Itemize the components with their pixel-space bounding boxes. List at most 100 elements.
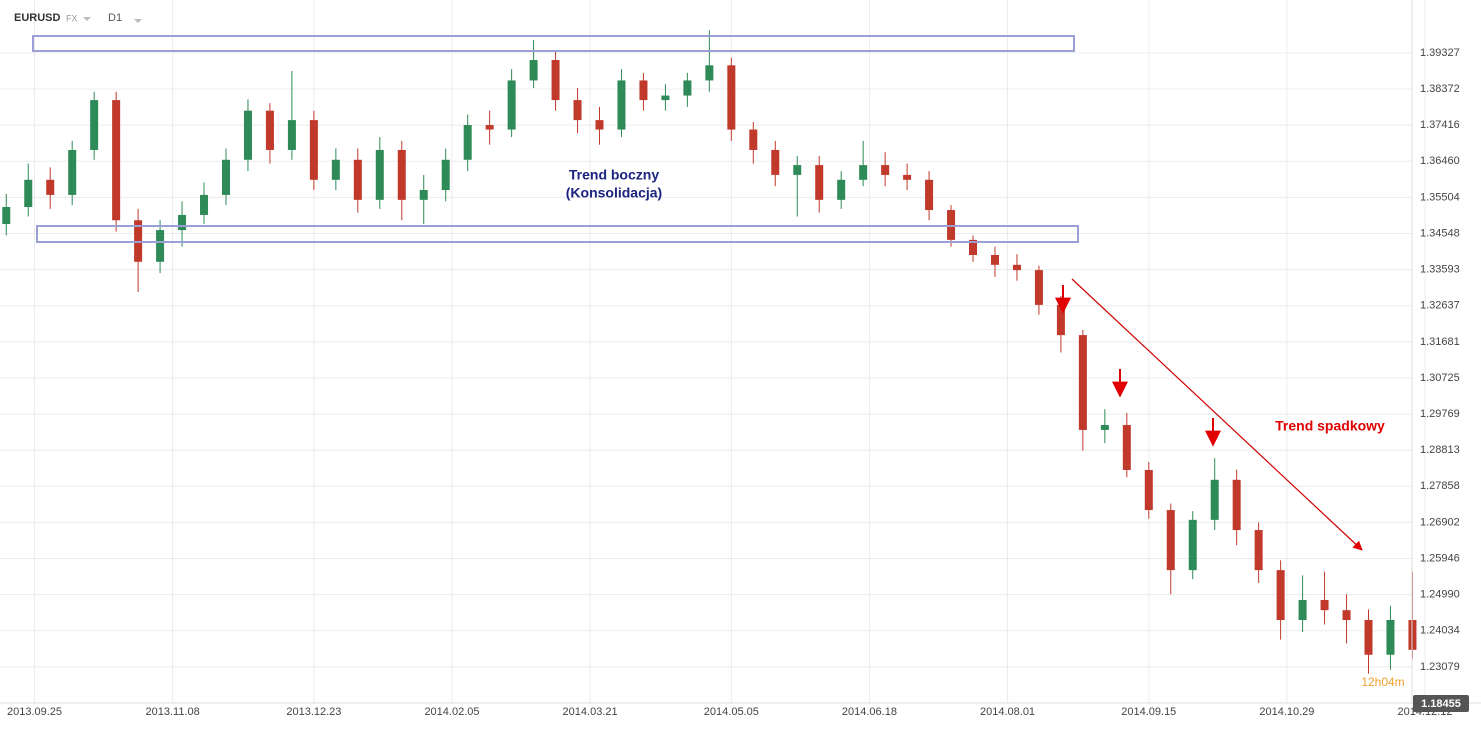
candle-body <box>1276 570 1285 620</box>
candle-body <box>793 165 802 175</box>
y-tick-label: 1.26902 <box>1420 516 1460 528</box>
candle-body <box>661 95 670 101</box>
candle-body <box>200 194 209 215</box>
x-tick-label: 2014.02.05 <box>424 706 479 718</box>
y-tick-label: 1.28813 <box>1420 444 1460 456</box>
candles <box>2 30 1417 674</box>
x-tick-label: 2013.12.23 <box>286 706 341 718</box>
y-tick-label: 1.24990 <box>1420 589 1460 601</box>
candle-body <box>178 214 187 231</box>
candle-body <box>990 255 999 265</box>
y-tick-label: 1.24034 <box>1420 625 1460 637</box>
x-tick-label: 2014.10.29 <box>1259 706 1314 718</box>
x-tick-label: 2014.06.18 <box>842 706 897 718</box>
candle-body <box>1188 519 1197 571</box>
candle-body <box>529 60 538 81</box>
candle-body <box>24 179 33 208</box>
dropdown-icon[interactable] <box>134 19 142 23</box>
x-tick-label: 2013.09.25 <box>7 706 62 718</box>
candle-body <box>705 65 714 81</box>
y-tick-label: 1.29769 <box>1420 408 1460 420</box>
candle-body <box>947 210 956 240</box>
y-tick-label: 1.25946 <box>1420 552 1460 564</box>
candle-body <box>1232 479 1241 531</box>
axes: 1.39327 1.38372 1.37416 1.36460 1.35504 1.345… <box>7 47 1460 718</box>
candle-body <box>287 120 296 150</box>
candle-body <box>881 165 890 175</box>
x-tick-label: 2014.03.21 <box>563 706 618 718</box>
candle-body <box>1364 619 1373 655</box>
candle-body <box>1144 469 1153 511</box>
candle-body <box>683 80 692 96</box>
candle-body <box>90 100 99 150</box>
candle-body <box>265 110 274 150</box>
x-tick-label: 2014.08.01 <box>980 706 1035 718</box>
candle-body <box>1012 264 1021 271</box>
y-tick-label: 1.33593 <box>1420 264 1460 276</box>
y-tick-label: 1.34548 <box>1420 227 1460 239</box>
candle-body <box>837 179 846 200</box>
candle-body <box>419 190 428 200</box>
candle-body <box>1320 599 1329 611</box>
candle-body <box>925 179 934 211</box>
candle-body <box>331 159 340 180</box>
candle-body <box>595 120 604 130</box>
annotation: Trend boczny <box>569 167 659 183</box>
grid <box>0 0 1426 703</box>
candle-body <box>859 165 868 180</box>
timeframe[interactable]: D1 <box>108 12 122 24</box>
candle-body <box>903 174 912 180</box>
x-tick-label: 2014.09.15 <box>1121 706 1176 718</box>
y-tick-label: 1.36460 <box>1420 155 1460 167</box>
candle-body <box>969 239 978 256</box>
candle-body <box>1254 530 1263 571</box>
y-tick-label: 1.23079 <box>1420 661 1460 673</box>
price-label-box <box>1413 695 1469 712</box>
x-tick-label: 2013.11.08 <box>146 706 200 718</box>
candle-body <box>156 230 165 262</box>
y-tick-label: 1.30725 <box>1420 372 1460 384</box>
candle-body <box>1056 304 1065 336</box>
candle-body <box>221 159 230 195</box>
candle-body <box>1210 479 1219 520</box>
candle-body <box>1386 619 1395 655</box>
dropdown-icon[interactable] <box>83 17 91 21</box>
candle-body <box>1078 335 1087 430</box>
price-label: 1.18455 <box>1421 698 1461 710</box>
market[interactable]: FX <box>66 13 78 23</box>
candle-body <box>815 165 824 200</box>
candle-body <box>727 65 736 130</box>
candle-body <box>639 80 648 101</box>
candle-body <box>1342 610 1351 620</box>
candle-body <box>749 129 758 150</box>
candle-body <box>1298 599 1307 620</box>
candle-body <box>507 80 516 130</box>
symbol[interactable]: EURUSD <box>14 12 61 24</box>
candle-body <box>68 149 77 195</box>
candle-body <box>309 120 318 180</box>
candle-body <box>1100 425 1109 430</box>
candle-body <box>441 159 450 191</box>
candle-body <box>463 125 472 160</box>
resistance-zone <box>32 35 1075 52</box>
candle-body <box>2 207 11 225</box>
support-zone <box>36 225 1079 243</box>
y-tick-label: 1.31681 <box>1420 336 1460 348</box>
candle-body <box>46 179 55 195</box>
candle-body <box>573 100 582 121</box>
annotation: (Konsolidacja) <box>566 185 662 201</box>
annotation: Trend spadkowy <box>1275 418 1385 434</box>
countdown: 12h04m <box>1361 675 1404 689</box>
x-tick-label: 2014.05.05 <box>704 706 759 718</box>
y-tick-label: 1.32637 <box>1420 300 1460 312</box>
candle-body <box>1122 425 1131 470</box>
y-tick-label: 1.37416 <box>1420 119 1460 131</box>
candle-body <box>243 110 252 160</box>
candle-body <box>771 149 780 175</box>
candle-body <box>551 60 560 101</box>
candle-body <box>353 159 362 200</box>
y-tick-label: 1.39327 <box>1420 47 1460 59</box>
candle-body <box>375 149 384 200</box>
candle-body <box>1034 270 1043 305</box>
